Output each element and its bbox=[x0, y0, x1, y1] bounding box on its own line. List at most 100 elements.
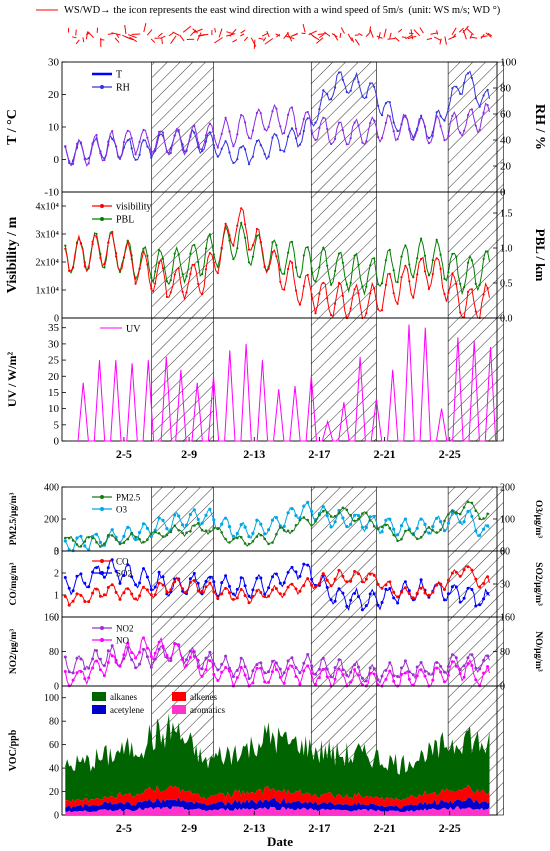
visibility-point bbox=[290, 261, 294, 264]
pm25-point bbox=[451, 509, 454, 512]
wind-barb bbox=[114, 37, 120, 43]
y-tick-label: 25 bbox=[48, 355, 60, 367]
pbl-point bbox=[302, 254, 305, 257]
co-point bbox=[157, 581, 161, 585]
visibility-point bbox=[474, 310, 477, 313]
so2-point bbox=[454, 585, 458, 589]
no-point bbox=[486, 665, 490, 669]
t-point bbox=[161, 131, 165, 134]
wind-barb bbox=[317, 33, 327, 35]
o3-point bbox=[415, 526, 419, 530]
pbl-point bbox=[373, 257, 376, 260]
rh-point bbox=[204, 140, 208, 143]
no2-point bbox=[212, 662, 216, 666]
no2-point bbox=[403, 659, 407, 663]
pbl-point bbox=[474, 282, 477, 285]
no-point bbox=[263, 680, 267, 684]
x-axis-ticks: 2-5 2-9 2-13 2-17 2-21 2-25 2-5 2-9 2-13 2-17 2-21… bbox=[116, 437, 461, 835]
shaded-period bbox=[310, 191, 377, 319]
wind-barb bbox=[387, 38, 396, 40]
co-point bbox=[181, 587, 185, 591]
pbl-point bbox=[384, 259, 387, 262]
o3-point bbox=[333, 520, 337, 524]
co-point bbox=[310, 583, 314, 587]
pm25-point bbox=[173, 524, 176, 527]
pbl-point bbox=[447, 271, 450, 274]
so2-point bbox=[458, 600, 462, 604]
so2-point bbox=[368, 592, 372, 596]
y-tick-label: 160 bbox=[500, 613, 515, 624]
o3-point bbox=[255, 518, 259, 522]
x-tick-label: 2-9 bbox=[181, 821, 197, 835]
o3-point bbox=[310, 509, 314, 513]
co-point bbox=[165, 590, 169, 594]
co-point bbox=[75, 592, 79, 596]
visibility-point bbox=[451, 272, 454, 275]
o3-point bbox=[161, 518, 165, 523]
wind-barb bbox=[293, 33, 299, 37]
wind-barb bbox=[218, 28, 223, 38]
no2-point bbox=[63, 655, 67, 659]
visibility-point bbox=[466, 290, 470, 293]
pbl-point bbox=[283, 272, 286, 275]
so2-point bbox=[329, 598, 333, 602]
pm25-point bbox=[110, 534, 114, 537]
pbl-point bbox=[455, 255, 458, 258]
pbl-point bbox=[169, 279, 172, 282]
t-point bbox=[443, 139, 446, 142]
pbl-point bbox=[349, 281, 352, 284]
t-point bbox=[349, 137, 352, 140]
wind-barb bbox=[413, 29, 421, 37]
no2-point bbox=[353, 663, 357, 667]
y-axis-label-right: RH / % bbox=[532, 104, 547, 150]
no2-point bbox=[376, 678, 380, 682]
rh-point bbox=[435, 111, 438, 114]
no-point bbox=[384, 677, 388, 681]
legend-marker-PM25 bbox=[100, 495, 104, 499]
o3-point bbox=[204, 513, 208, 517]
o3-point bbox=[231, 534, 235, 538]
rh-point bbox=[259, 144, 262, 147]
co-point bbox=[446, 578, 450, 582]
no2-point bbox=[443, 670, 446, 674]
visibility-point bbox=[75, 242, 79, 245]
pm25-point bbox=[427, 526, 431, 529]
t-point bbox=[126, 129, 129, 132]
visibility-point bbox=[255, 227, 258, 231]
t-point bbox=[482, 111, 485, 114]
pbl-point bbox=[357, 263, 360, 266]
pbl-point bbox=[361, 285, 364, 288]
no-point bbox=[161, 644, 165, 648]
wind-barb bbox=[426, 37, 433, 40]
so2-point bbox=[466, 586, 470, 590]
so2-line bbox=[64, 559, 490, 611]
wind-barb bbox=[71, 36, 77, 39]
visibility-point bbox=[302, 285, 305, 288]
so2-point bbox=[231, 592, 235, 596]
rh-point bbox=[298, 143, 301, 146]
t-point bbox=[91, 142, 94, 145]
no2-point bbox=[243, 665, 247, 669]
no2-point bbox=[470, 653, 474, 657]
t-point bbox=[287, 113, 290, 116]
no2-point bbox=[153, 657, 157, 661]
pbl-point bbox=[330, 283, 333, 286]
rh-point bbox=[341, 78, 344, 81]
pbl-point bbox=[185, 275, 188, 278]
co-point bbox=[325, 578, 329, 582]
o3-point bbox=[302, 504, 306, 508]
t-point bbox=[122, 141, 125, 144]
no-point bbox=[368, 671, 372, 675]
no2-point bbox=[220, 662, 224, 666]
t-point bbox=[255, 111, 258, 115]
no2-point bbox=[71, 671, 75, 675]
no-point bbox=[208, 659, 212, 663]
co-point bbox=[486, 575, 490, 579]
wind-barb bbox=[466, 28, 474, 36]
co-point bbox=[431, 590, 435, 594]
pm25-point bbox=[333, 514, 337, 518]
visibility-point bbox=[423, 270, 427, 273]
pbl-point bbox=[310, 267, 313, 270]
co-point bbox=[329, 584, 333, 588]
no-point bbox=[310, 672, 314, 675]
